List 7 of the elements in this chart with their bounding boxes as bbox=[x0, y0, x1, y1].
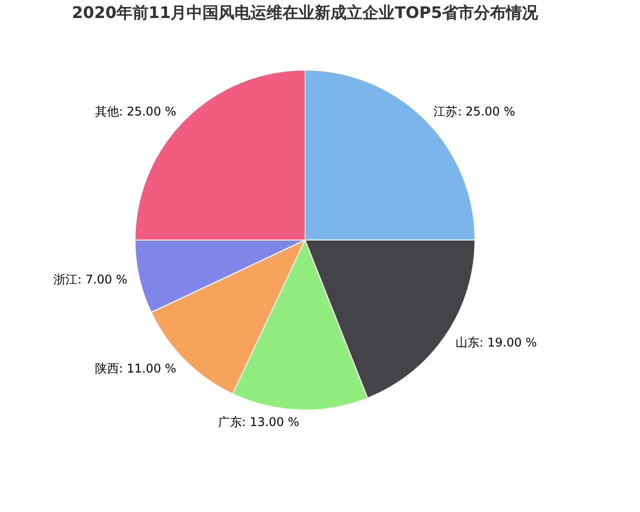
slice-label: 其他: 25.00 % bbox=[94, 104, 176, 118]
slice-label: 陕西: 11.00 % bbox=[94, 362, 176, 376]
slice-label: 浙江: 7.00 % bbox=[54, 272, 128, 287]
slice-label: 山东: 19.00 % bbox=[456, 335, 537, 350]
slice-label: 江苏: 25.00 % bbox=[434, 104, 516, 118]
chart-title: 2020年前11月中国风电运维在业新成立企业TOP5省市分布情况 bbox=[72, 3, 540, 22]
slice-label: 广东: 13.00 % bbox=[218, 414, 300, 429]
